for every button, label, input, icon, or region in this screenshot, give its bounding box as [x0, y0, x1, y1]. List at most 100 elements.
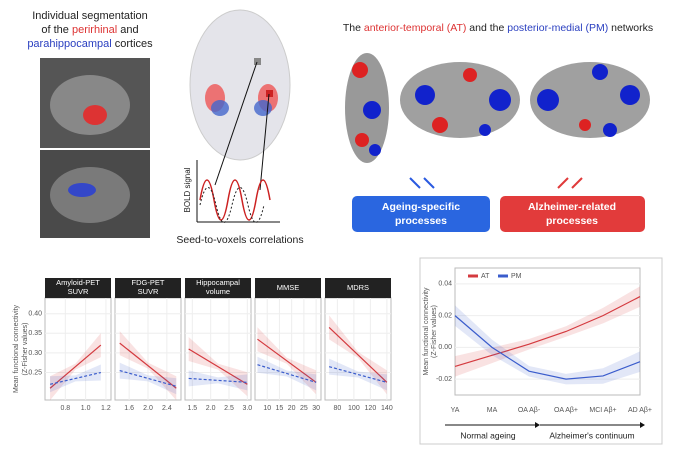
text: anterior-temporal (AT) [364, 22, 467, 34]
connector [259, 93, 270, 191]
panel [254, 297, 322, 401]
chart-frame [419, 257, 663, 445]
text: networks [608, 22, 653, 34]
x-tick-label: 1.2 [101, 405, 111, 412]
x-tick-label: OA Aβ- [518, 407, 541, 414]
facet-strip [45, 278, 111, 298]
text: of the [41, 24, 72, 36]
signal [199, 187, 265, 223]
text: posterior-medial (PM) [507, 22, 608, 34]
trend-line [454, 296, 641, 367]
segmentation-text: Individual segmentation of the perirhinal… [27, 10, 153, 50]
trend-line [119, 342, 177, 389]
caption: Seed-to-voxels correlations [176, 234, 303, 246]
brain-surface [530, 62, 650, 138]
x-tick-label: 15 [276, 405, 284, 412]
facet-title: FDG-PET [132, 278, 165, 287]
trend-line [257, 338, 317, 383]
facet-title: SUVR [68, 287, 89, 296]
x-tick-label: 30 [312, 405, 320, 412]
x-tick-label: 10 [263, 405, 271, 412]
facet-title: volume [206, 287, 230, 296]
x-tick-label: 0.8 [60, 405, 70, 412]
text: and the [466, 22, 507, 34]
y-tick-label: 0.40 [28, 311, 42, 318]
facet-strip [185, 278, 251, 298]
facet-strip [115, 278, 181, 298]
confidence-band [119, 362, 177, 395]
x-tick-label: MA [487, 407, 498, 414]
arrow-head [640, 422, 645, 428]
seed [254, 58, 261, 65]
y-tick-label: 0.02 [438, 312, 452, 319]
arrow-head [535, 422, 540, 428]
increase-arrows [557, 177, 583, 189]
group-label: Alzheimer's continuum [549, 430, 634, 440]
ageing-box [352, 196, 490, 232]
text: perirhinal [72, 24, 117, 36]
x-tick-label: 120 [365, 405, 377, 412]
y-tick-label: 0.35 [28, 330, 42, 337]
x-tick-label: 2.4 [162, 405, 172, 412]
y-tick-label: -0.02 [436, 376, 452, 383]
facet-title: MDRS [347, 283, 369, 292]
y-axis-label: Mean functional connectivity [13, 305, 20, 393]
trend-line [188, 348, 248, 385]
networks-title: The anterior-temporal (AT) and the poste… [343, 22, 653, 34]
y-axis-label: (Z-Fisher values) [22, 323, 29, 376]
brain-surface [400, 62, 520, 138]
x-tick-label: 1.5 [187, 405, 197, 412]
x-tick-label: 2.0 [206, 405, 216, 412]
facet-title: SUVR [138, 287, 159, 296]
perirhinal-roi [83, 105, 107, 125]
x-tick-label: 2.0 [143, 405, 153, 412]
trend-line [257, 364, 317, 383]
confidence-band [188, 370, 248, 391]
text: The [343, 22, 364, 34]
seed [266, 90, 273, 97]
facet-title: MMSE [277, 283, 300, 292]
facet-strip [325, 278, 391, 298]
box-label: Ageing-specific [382, 201, 460, 213]
panel [184, 297, 252, 401]
roi [254, 100, 272, 116]
y-axis-label: (Z-Fisher values) [431, 305, 438, 358]
trend-line [49, 344, 102, 389]
box-label: Alzheimer-related [528, 201, 616, 213]
x-tick-label: 80 [333, 405, 341, 412]
y-axis-label: Mean functional connectivity [423, 287, 430, 375]
x-tick-label: 140 [381, 405, 393, 412]
trend-line [49, 371, 101, 385]
facet-title: Amyloid-PET [56, 278, 100, 287]
x-tick-label: 100 [348, 405, 360, 412]
legend-label: AT [481, 273, 490, 280]
panel [324, 297, 392, 401]
text: and [117, 24, 138, 36]
confidence-band [329, 358, 387, 391]
text: Individual segmentation [32, 10, 148, 22]
y-tick-label: 0.00 [438, 344, 452, 351]
x-tick-label: OA Aβ+ [554, 407, 578, 414]
text: parahippocampal [27, 38, 111, 50]
roi [211, 100, 229, 116]
mri-tissue [50, 75, 130, 135]
signal [199, 179, 271, 221]
parahippocampal-roi [68, 183, 96, 197]
x-tick-label: 1.6 [124, 405, 134, 412]
axis-label: BOLD signal [183, 167, 192, 212]
x-tick-label: 1.0 [81, 405, 91, 412]
x-tick-label: 25 [300, 405, 308, 412]
facet-strip [255, 278, 321, 298]
trend-line [328, 326, 388, 383]
box-label: processes [546, 215, 598, 227]
y-tick-label: 0.04 [438, 281, 452, 288]
decrease-arrows [409, 177, 435, 189]
alzheimer-box [500, 196, 645, 232]
text: cortices [112, 38, 153, 50]
trend-line [454, 315, 641, 380]
x-tick-label: YA [451, 407, 460, 414]
legend-label: PM [511, 273, 522, 280]
network-patches [352, 62, 640, 156]
x-tick-label: 20 [288, 405, 296, 412]
y-tick-label: 0.30 [28, 350, 42, 357]
